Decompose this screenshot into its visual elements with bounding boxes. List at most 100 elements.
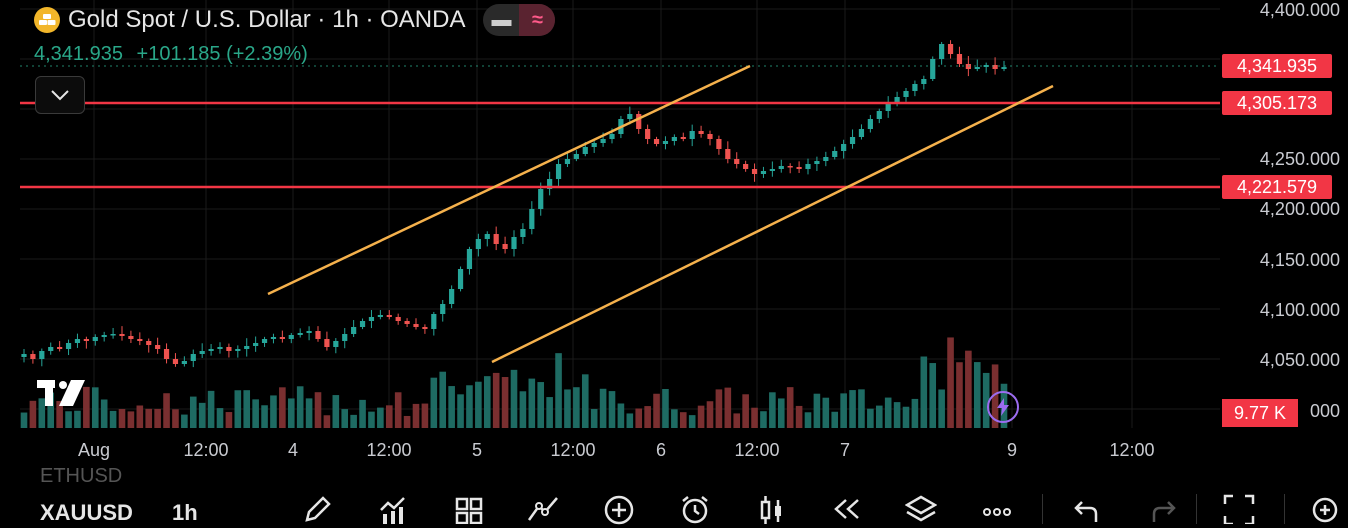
toolbar-divider — [1196, 494, 1197, 524]
fullscreen-icon[interactable] — [1222, 494, 1256, 528]
volume-bar — [332, 395, 340, 428]
collapse-legend-button[interactable] — [35, 76, 85, 114]
x-axis-label: Aug — [77, 440, 111, 460]
volume-bar — [528, 378, 536, 428]
lightning-icon[interactable] — [987, 391, 1019, 423]
volume-bar — [207, 390, 215, 428]
candle-body — [805, 164, 811, 169]
candle-body — [146, 341, 152, 345]
candle-body — [743, 164, 749, 169]
volume-bar — [448, 386, 455, 428]
volume-bar — [359, 399, 366, 428]
volume-bar — [902, 406, 910, 428]
candle-body — [83, 339, 89, 341]
candle-body — [653, 139, 660, 144]
volume-bar — [671, 409, 678, 428]
volume-bar — [831, 411, 839, 428]
volume-bar — [742, 394, 749, 428]
toggle-pill[interactable]: ▬ ≈ — [483, 4, 556, 36]
x-axis-label: 7 — [839, 440, 851, 460]
candle-body — [493, 234, 499, 244]
current-symbol[interactable]: XAUUSD — [40, 500, 133, 525]
candle-body — [172, 359, 179, 364]
candle-body — [591, 143, 597, 147]
candle-body — [930, 59, 936, 79]
undo-icon[interactable] — [1070, 494, 1104, 528]
candle-body — [600, 139, 606, 143]
candle-body — [645, 129, 651, 139]
current-interval[interactable]: 1h — [172, 500, 198, 525]
replay-icon[interactable] — [830, 494, 864, 528]
approx-icon[interactable]: ≈ — [519, 4, 556, 36]
candle-body — [137, 339, 143, 341]
price-chart[interactable] — [0, 0, 1348, 470]
candle-body — [751, 169, 758, 174]
line2-price-tag[interactable]: 4,221.579 — [1222, 175, 1332, 199]
candle-body — [769, 169, 775, 171]
volume-bar — [252, 399, 259, 428]
volume-bar — [581, 374, 589, 428]
y-axis-label: 4,200.000 — [1259, 199, 1340, 219]
volume-bar — [243, 390, 251, 428]
volume-bar — [653, 393, 660, 428]
candle-body — [261, 339, 268, 343]
line1-price-tag[interactable]: 4,305.173 — [1222, 91, 1332, 115]
candle-body — [217, 347, 223, 349]
candle-body — [190, 354, 196, 361]
candle-body — [404, 321, 410, 324]
candle-body — [297, 333, 303, 335]
grid-icon[interactable] — [452, 494, 486, 528]
volume-bar — [181, 414, 188, 428]
indicators-icon[interactable] — [376, 494, 410, 528]
x-axis-label: 12:00 — [1109, 440, 1155, 460]
candle-body — [787, 166, 793, 168]
candle-body — [796, 167, 802, 169]
volume-bar — [287, 398, 295, 428]
candle-body — [529, 209, 535, 229]
volume-bar — [804, 412, 812, 428]
add-icon[interactable] — [602, 494, 636, 528]
drawing-tools-icon[interactable] — [526, 494, 560, 528]
candle-body — [734, 159, 740, 164]
minus-icon[interactable]: ▬ — [491, 8, 512, 31]
candle-body — [814, 161, 820, 164]
candle-body — [671, 137, 677, 141]
candle-body — [101, 335, 107, 337]
chevron-down-icon — [51, 90, 69, 101]
volume-bar — [145, 408, 153, 428]
candle-body — [555, 164, 562, 179]
volume-bar — [314, 392, 322, 428]
volume-bar — [439, 371, 447, 428]
pencil-icon[interactable] — [300, 494, 334, 528]
previous-symbol[interactable]: ETHUSD — [40, 465, 123, 487]
more-icon[interactable] — [980, 494, 1014, 528]
volume-bar — [982, 372, 990, 428]
volume-bar — [466, 385, 473, 428]
y-axis-label: 4,050.000 — [1259, 350, 1340, 370]
candles-icon[interactable] — [754, 494, 788, 528]
x-axis-label: 12:00 — [366, 440, 412, 460]
volume-bar — [644, 406, 651, 428]
symbol-title[interactable]: Gold Spot / U.S. Dollar · 1h · OANDA — [68, 6, 466, 33]
candle-body — [288, 335, 294, 339]
chart-grid — [20, 0, 1220, 428]
candle-body — [226, 347, 232, 351]
layers-icon[interactable] — [904, 494, 938, 528]
candle-body — [181, 361, 187, 364]
x-axis-label: 12:00 — [183, 440, 229, 460]
volume-bar — [377, 407, 384, 428]
candle-body — [48, 347, 54, 351]
zoom-in-icon[interactable] — [1310, 494, 1344, 528]
candle-body — [841, 144, 847, 151]
alarm-icon[interactable] — [678, 494, 712, 528]
volume-bar — [403, 415, 411, 428]
trendline-upper — [267, 64, 751, 296]
candle-body — [609, 134, 615, 139]
current-price-tag[interactable]: 4,341.935 — [1222, 54, 1332, 78]
candle-body — [270, 337, 277, 339]
volume-bar — [956, 362, 963, 428]
volume-bar — [279, 387, 286, 428]
toolbar-divider — [1042, 494, 1043, 524]
volume-bar — [555, 353, 562, 428]
candle-body — [912, 84, 918, 91]
